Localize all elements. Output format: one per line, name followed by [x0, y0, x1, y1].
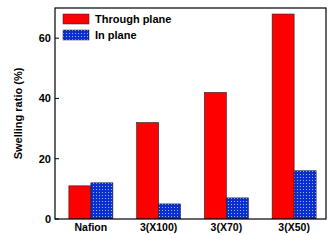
- x-tick-label: 3(X50): [278, 221, 310, 233]
- legend-label: In plane: [95, 29, 137, 41]
- legend-label: Through plane: [95, 13, 171, 25]
- legend-swatch: [63, 30, 89, 40]
- legend: Through plane In plane: [63, 13, 171, 41]
- chart: Nafion 3(X100) 3(X70) 3(X50) 0 20 40 60 Swelling…: [0, 0, 331, 235]
- y-tick: [55, 98, 59, 99]
- y-tick: [55, 158, 59, 159]
- legend-swatch: [63, 14, 89, 24]
- y-tick: [55, 38, 59, 39]
- bar: [204, 92, 226, 219]
- x-tick-label: Nafion: [75, 221, 108, 233]
- y-tick-label: 0: [45, 213, 51, 225]
- frame: [55, 8, 326, 219]
- bar: [91, 183, 113, 219]
- y-tick: [55, 219, 59, 220]
- x-tick-label: 3(X70): [211, 221, 243, 233]
- y-axis-label: Swelling ratio (%): [12, 67, 24, 159]
- y-tick-label: 20: [39, 153, 51, 165]
- x-tick-label: 3(X100): [140, 221, 177, 233]
- bar: [272, 14, 294, 219]
- bar: [137, 123, 159, 219]
- y-tick-label: 60: [39, 32, 51, 44]
- bar: [226, 198, 248, 219]
- bars: [69, 14, 316, 219]
- bar: [159, 204, 181, 219]
- bar: [69, 186, 91, 219]
- y-tick-label: 40: [39, 92, 51, 104]
- bar: [294, 171, 316, 219]
